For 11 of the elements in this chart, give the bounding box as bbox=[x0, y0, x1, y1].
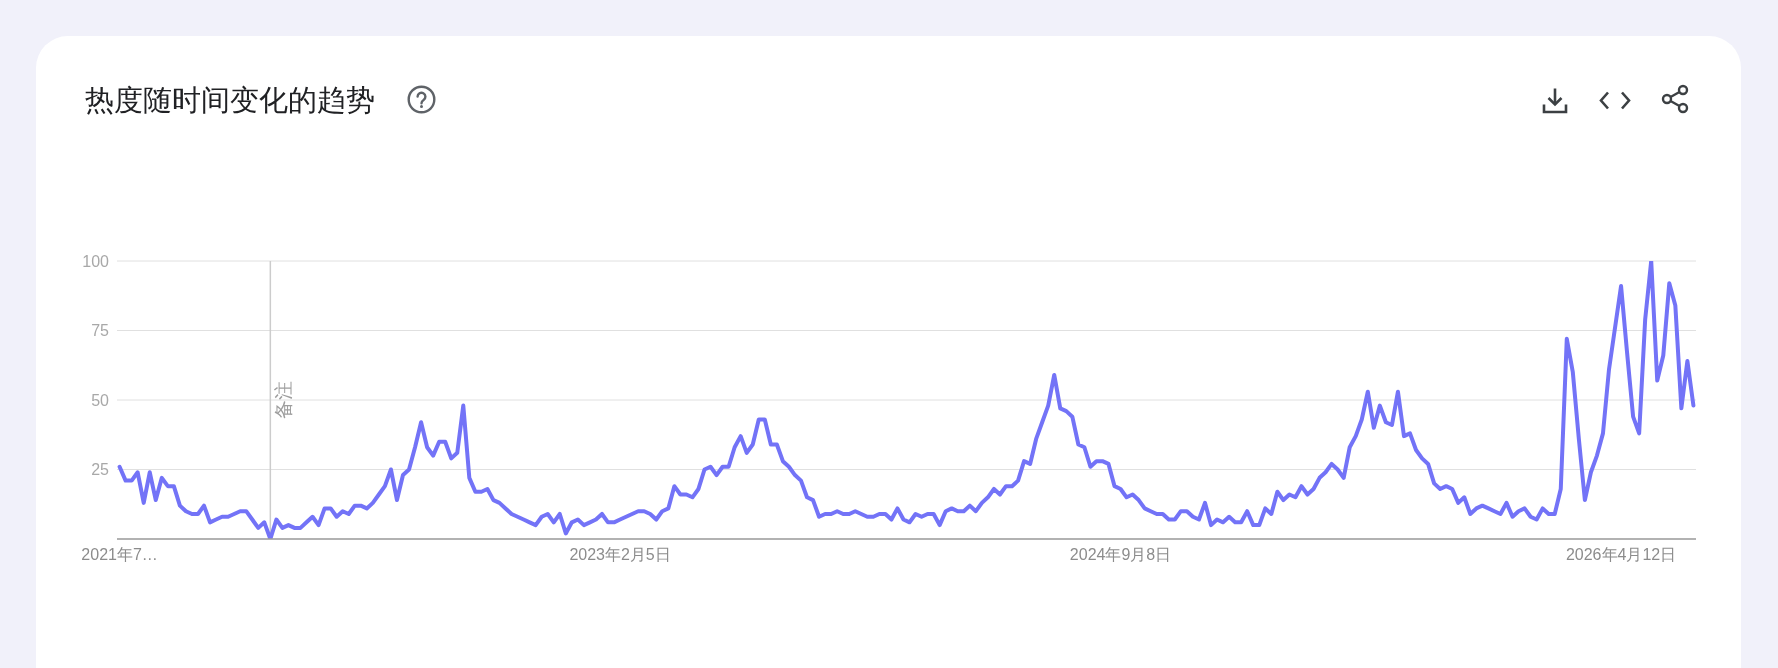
y-tick-label: 75 bbox=[91, 322, 110, 340]
line-series bbox=[117, 261, 1696, 539]
x-tick-label: 2023年2月5日 bbox=[569, 546, 671, 564]
x-tick-label: 2021年7… bbox=[81, 546, 158, 564]
x-tick-label: 2026年4月12日 bbox=[1565, 546, 1677, 564]
x-tick-label: 2024年9月8日 bbox=[1069, 546, 1172, 564]
y-tick-label: 100 bbox=[82, 252, 110, 270]
y-tick-label: 50 bbox=[91, 391, 110, 409]
ref-line-label: 备注 bbox=[272, 381, 294, 419]
y-tick-label: 25 bbox=[91, 461, 110, 479]
chart-title: 热度随时间变化的趋势 bbox=[85, 83, 375, 118]
